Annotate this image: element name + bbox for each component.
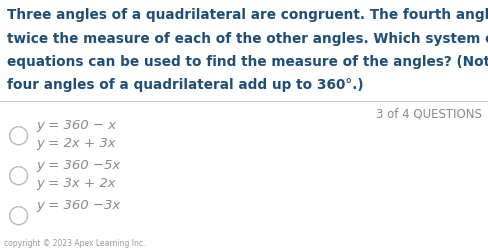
Text: Three angles of a quadrilateral are congruent. The fourth angle has: Three angles of a quadrilateral are cong…: [7, 8, 488, 22]
Text: y = 3x + 2x: y = 3x + 2x: [37, 177, 116, 190]
Text: y = 360 − x: y = 360 − x: [37, 119, 117, 132]
Text: y = 2x + 3x: y = 2x + 3x: [37, 137, 116, 150]
Text: equations can be used to find the measure of the angles? (Note: The: equations can be used to find the measur…: [7, 55, 488, 69]
Text: copyright © 2023 Apex Learning Inc.: copyright © 2023 Apex Learning Inc.: [4, 239, 145, 248]
Text: four angles of a quadrilateral add up to 360°.): four angles of a quadrilateral add up to…: [7, 78, 363, 92]
Text: 3 of 4 QUESTIONS: 3 of 4 QUESTIONS: [375, 108, 481, 121]
Text: twice the measure of each of the other angles. Which system of: twice the measure of each of the other a…: [7, 32, 488, 46]
Text: y = 360 −3x: y = 360 −3x: [37, 199, 121, 212]
Text: y = 360 −5x: y = 360 −5x: [37, 159, 121, 172]
